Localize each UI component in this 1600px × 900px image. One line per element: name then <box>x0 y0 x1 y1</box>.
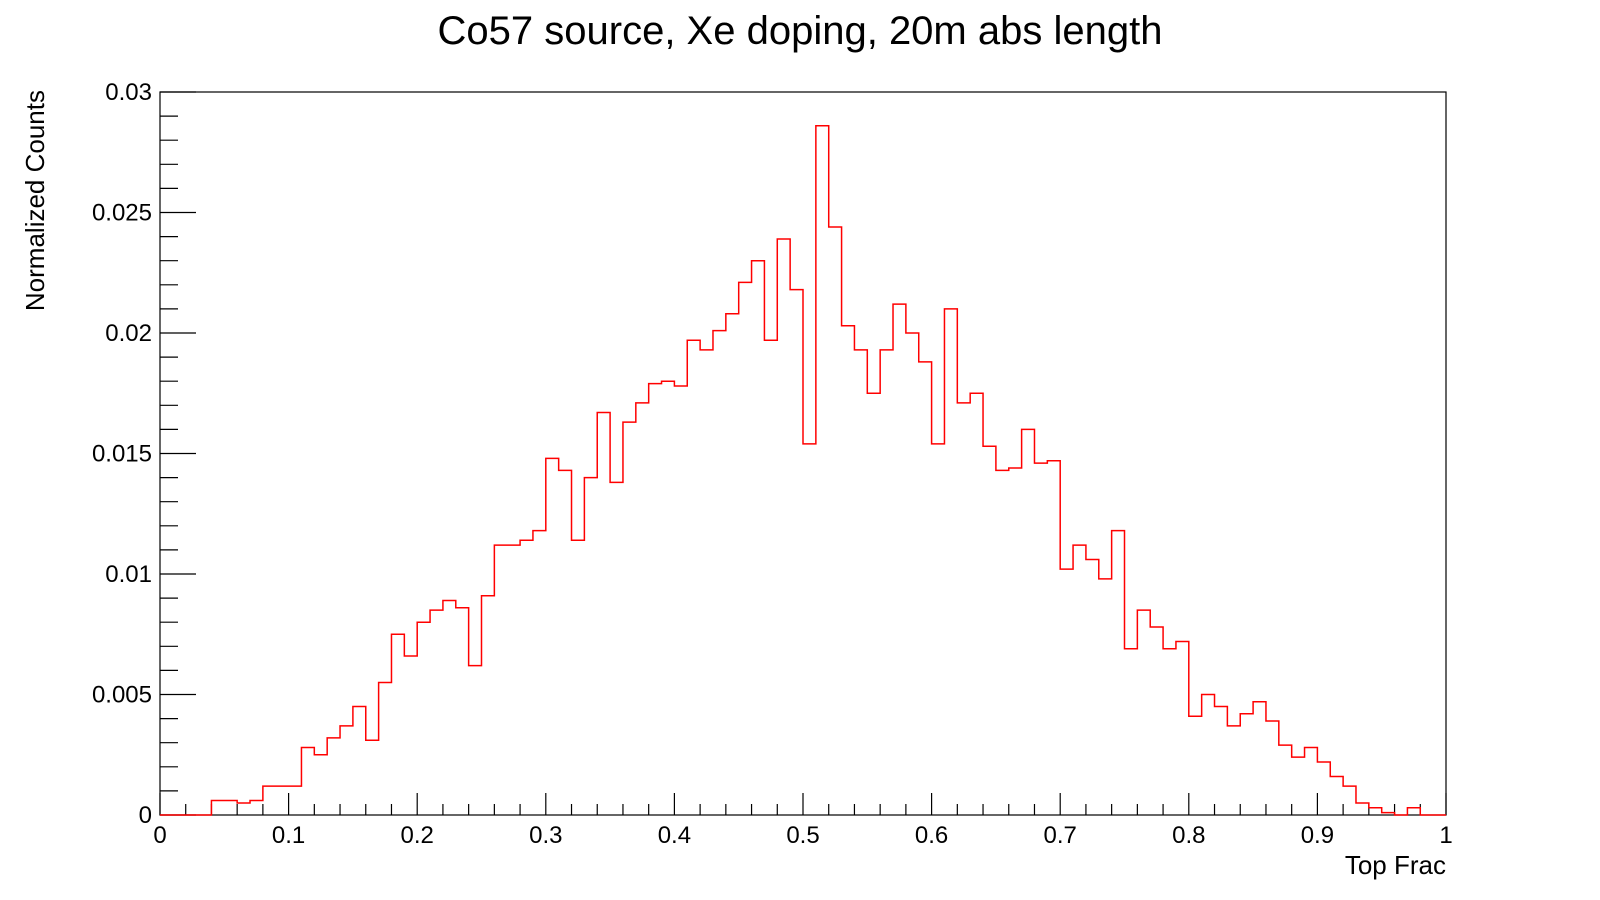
x-axis-ticks <box>159 793 1447 815</box>
y-tick-label: 0 <box>139 802 152 829</box>
y-tick-label: 0.01 <box>105 561 152 588</box>
x-tick-label: 0 <box>153 822 166 849</box>
histogram-series-line <box>160 124 1446 816</box>
x-tick-label: 0.5 <box>786 822 819 849</box>
x-tick-label: 0.2 <box>401 822 434 849</box>
x-tick-label: 1 <box>1439 822 1452 849</box>
x-tick-label: 0.9 <box>1301 822 1334 849</box>
y-axis-ticks <box>160 91 196 816</box>
y-tick-label: 0.03 <box>105 79 152 106</box>
y-tick-label: 0.02 <box>105 320 152 347</box>
x-tick-label: 0.6 <box>915 822 948 849</box>
y-axis-tick-labels: 0 0.005 0.01 0.015 0.02 0.025 0.03 <box>92 79 152 829</box>
y-tick-label: 0.005 <box>92 682 152 709</box>
y-tick-label: 0.025 <box>92 200 152 227</box>
chart-title: Co57 source, Xe doping, 20m abs length <box>438 9 1163 53</box>
x-tick-label: 0.1 <box>272 822 305 849</box>
x-tick-label: 0.8 <box>1172 822 1205 849</box>
x-axis-title: Top Frac <box>1345 850 1446 880</box>
x-tick-label: 0.7 <box>1044 822 1077 849</box>
x-tick-label: 0.3 <box>529 822 562 849</box>
y-tick-label: 0.015 <box>92 441 152 468</box>
x-axis-tick-labels: 0 0.1 0.2 0.3 0.4 0.5 0.6 0.7 0.8 0.9 1 <box>153 822 1452 849</box>
x-tick-label: 0.4 <box>658 822 691 849</box>
y-axis-title: Normalized Counts <box>20 90 50 311</box>
